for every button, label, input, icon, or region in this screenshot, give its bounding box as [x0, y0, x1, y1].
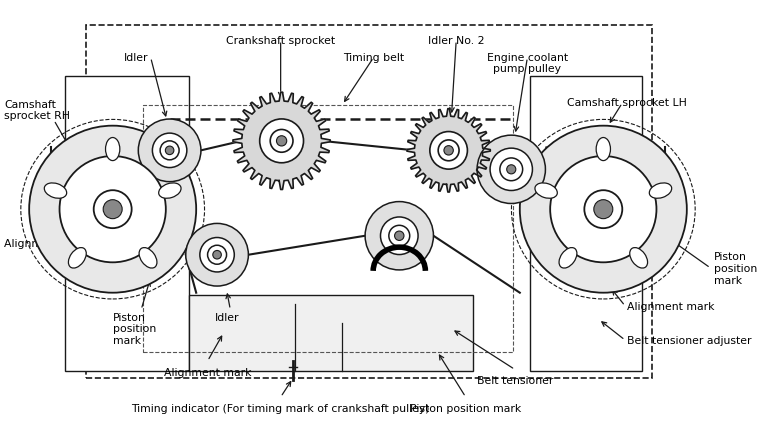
Ellipse shape — [535, 184, 557, 199]
Ellipse shape — [159, 184, 181, 199]
Circle shape — [365, 202, 434, 270]
Ellipse shape — [559, 248, 577, 268]
Circle shape — [438, 141, 459, 161]
Circle shape — [270, 130, 293, 153]
Circle shape — [94, 191, 132, 229]
Ellipse shape — [630, 248, 648, 268]
Ellipse shape — [649, 184, 671, 199]
Circle shape — [584, 191, 622, 229]
Text: Idler: Idler — [124, 52, 149, 63]
Text: Timing belt: Timing belt — [343, 52, 404, 63]
Ellipse shape — [105, 138, 120, 161]
Text: Piston
position
mark: Piston position mark — [112, 312, 156, 345]
FancyBboxPatch shape — [86, 26, 651, 378]
Circle shape — [389, 226, 410, 247]
Circle shape — [490, 149, 532, 191]
Text: Piston
position
mark: Piston position mark — [715, 252, 758, 285]
Text: Belt tensioner adjuster: Belt tensioner adjuster — [627, 335, 752, 345]
Circle shape — [477, 136, 545, 204]
Text: Belt tensioner: Belt tensioner — [477, 375, 553, 386]
Circle shape — [444, 146, 454, 155]
Text: Alignment mark: Alignment mark — [627, 301, 715, 311]
Circle shape — [520, 127, 687, 293]
Text: Idler: Idler — [215, 312, 239, 322]
Text: Camshaft sprocket LH: Camshaft sprocket LH — [567, 98, 687, 108]
Text: Camshaft
sprocket RH: Camshaft sprocket RH — [5, 100, 71, 121]
Circle shape — [59, 157, 166, 263]
Circle shape — [29, 127, 196, 293]
Circle shape — [152, 134, 187, 168]
Circle shape — [380, 217, 418, 255]
Text: Alignment mark: Alignment mark — [164, 367, 251, 377]
FancyBboxPatch shape — [531, 77, 642, 371]
Circle shape — [594, 200, 613, 219]
Circle shape — [500, 158, 523, 181]
Polygon shape — [407, 109, 490, 193]
Circle shape — [430, 132, 467, 170]
Circle shape — [551, 157, 657, 263]
Circle shape — [160, 141, 179, 161]
Text: Crankshaft sprocket: Crankshaft sprocket — [226, 35, 335, 46]
Circle shape — [139, 120, 201, 182]
Ellipse shape — [45, 184, 67, 199]
Ellipse shape — [139, 248, 157, 268]
Circle shape — [208, 246, 226, 265]
FancyBboxPatch shape — [189, 295, 474, 371]
Circle shape — [276, 136, 286, 147]
Circle shape — [507, 165, 516, 175]
Ellipse shape — [596, 138, 611, 161]
Text: Timing indicator (For timing mark of crankshaft pulley): Timing indicator (For timing mark of cra… — [132, 403, 430, 413]
FancyBboxPatch shape — [65, 77, 189, 371]
Circle shape — [166, 147, 174, 155]
Circle shape — [213, 251, 221, 259]
Text: Alignment mark: Alignment mark — [5, 239, 92, 249]
Polygon shape — [233, 93, 330, 190]
Ellipse shape — [69, 248, 86, 268]
Circle shape — [200, 238, 234, 272]
Circle shape — [103, 200, 122, 219]
Circle shape — [394, 231, 404, 241]
Text: Idler No. 2: Idler No. 2 — [428, 35, 484, 46]
Circle shape — [186, 224, 249, 286]
Text: Engine coolant
pump pulley: Engine coolant pump pulley — [487, 52, 568, 74]
Text: Piston position mark: Piston position mark — [410, 403, 521, 413]
Circle shape — [259, 120, 303, 164]
